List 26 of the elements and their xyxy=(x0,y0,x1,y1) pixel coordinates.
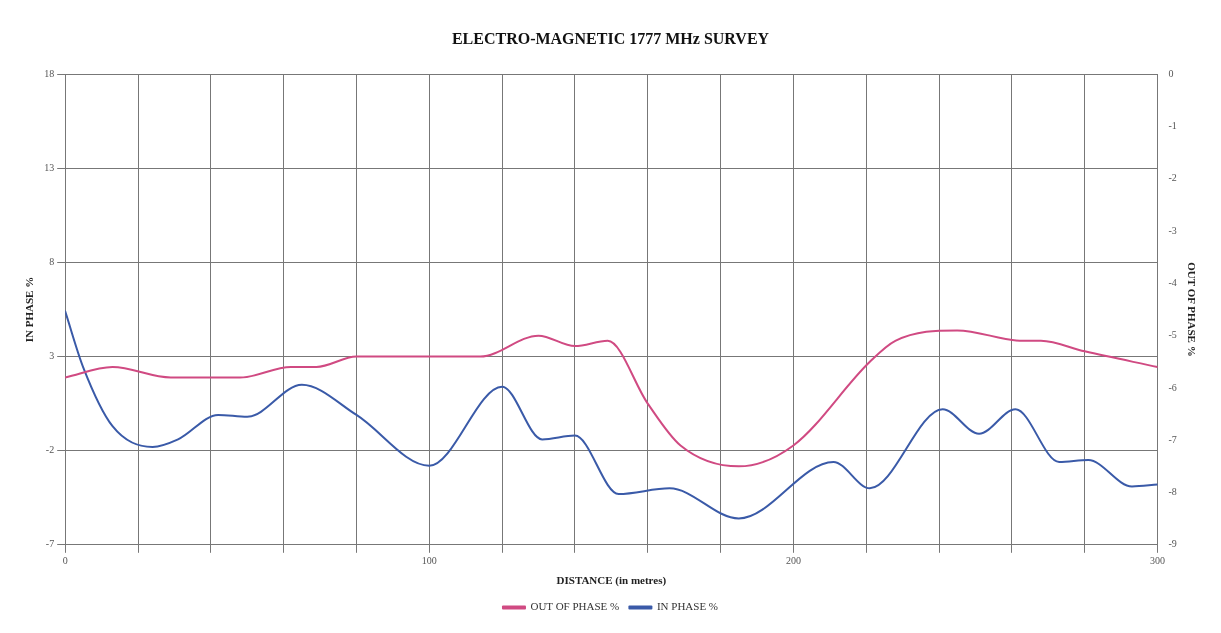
y2-tick-label: -7 xyxy=(1168,433,1177,445)
y-axis-title: IN PHASE % xyxy=(23,276,36,343)
y2-tick-label: 0 xyxy=(1168,67,1174,79)
y2-tick-label: -2 xyxy=(1168,172,1177,184)
y-tick-label: 13 xyxy=(44,161,55,173)
x-tick-label: 300 xyxy=(1149,555,1165,567)
y-tick-label: -7 xyxy=(45,538,55,550)
legend-label: IN PHASE % xyxy=(656,600,719,613)
x-tick-label: 0 xyxy=(62,555,68,567)
y2-tick-label: -4 xyxy=(1168,276,1177,288)
x-tick-label: 200 xyxy=(785,555,801,567)
y2-axis-title: OUT OF PHASE % xyxy=(1185,262,1198,357)
y2-tick-label: -6 xyxy=(1168,381,1177,393)
y-tick-label: 18 xyxy=(44,67,55,79)
y-tick-label: 8 xyxy=(49,256,55,268)
legend-label: OUT OF PHASE % xyxy=(530,600,620,613)
x-axis-title: DISTANCE (in metres) xyxy=(556,574,667,588)
y-tick-label: -2 xyxy=(45,444,55,456)
x-tick-label: 100 xyxy=(421,555,437,567)
chart-title: ELECTRO-MAGNETIC 1777 MHz SURVEY xyxy=(451,29,770,47)
y2-tick-label: -8 xyxy=(1168,486,1177,498)
y2-tick-label: -3 xyxy=(1168,224,1177,236)
y2-tick-label: -9 xyxy=(1168,538,1177,550)
y-tick-label: 3 xyxy=(49,350,55,362)
y2-tick-label: -5 xyxy=(1168,329,1177,341)
y2-tick-label: -1 xyxy=(1168,120,1177,132)
